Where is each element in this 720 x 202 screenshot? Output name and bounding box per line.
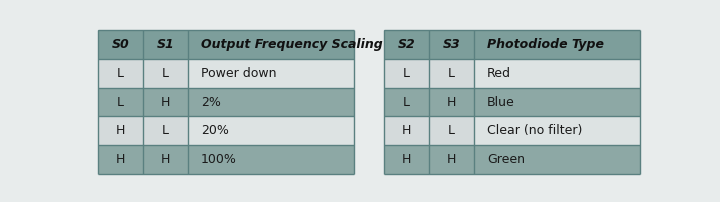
Bar <box>143 88 188 116</box>
Bar <box>99 145 143 174</box>
Text: Red: Red <box>487 67 511 80</box>
Text: L: L <box>448 124 455 137</box>
Bar <box>474 88 639 116</box>
Bar <box>429 59 474 88</box>
Text: L: L <box>448 67 455 80</box>
Bar <box>188 31 354 59</box>
Bar <box>384 59 429 88</box>
Text: H: H <box>116 124 125 137</box>
Text: S2: S2 <box>398 38 415 51</box>
Bar <box>99 116 143 145</box>
Text: H: H <box>402 124 411 137</box>
Bar <box>143 116 188 145</box>
Bar <box>143 145 188 174</box>
Text: 2%: 2% <box>201 96 221 108</box>
Text: L: L <box>117 96 125 108</box>
Text: L: L <box>162 67 169 80</box>
Text: 100%: 100% <box>201 153 237 166</box>
Text: L: L <box>403 67 410 80</box>
Bar <box>474 116 639 145</box>
Text: 20%: 20% <box>201 124 229 137</box>
Bar <box>474 59 639 88</box>
Bar <box>188 59 354 88</box>
Bar <box>384 88 429 116</box>
Bar <box>99 88 143 116</box>
Text: Green: Green <box>487 153 525 166</box>
Text: S0: S0 <box>112 38 130 51</box>
Bar <box>99 31 143 59</box>
Text: L: L <box>403 96 410 108</box>
Bar <box>384 145 429 174</box>
Text: H: H <box>161 153 170 166</box>
Text: S1: S1 <box>156 38 174 51</box>
Bar <box>99 59 143 88</box>
Bar <box>143 31 188 59</box>
Text: H: H <box>402 153 411 166</box>
Bar <box>474 145 639 174</box>
Text: H: H <box>446 96 456 108</box>
Text: Power down: Power down <box>201 67 276 80</box>
Text: Clear (no filter): Clear (no filter) <box>487 124 582 137</box>
Bar <box>429 116 474 145</box>
Bar <box>474 31 639 59</box>
Bar <box>143 59 188 88</box>
Bar <box>429 145 474 174</box>
Bar <box>429 88 474 116</box>
Text: S3: S3 <box>443 38 460 51</box>
Text: Blue: Blue <box>487 96 515 108</box>
Text: L: L <box>117 67 125 80</box>
Text: Photodiode Type: Photodiode Type <box>487 38 604 51</box>
Bar <box>188 116 354 145</box>
Bar <box>384 116 429 145</box>
Bar <box>188 88 354 116</box>
Text: L: L <box>162 124 169 137</box>
Bar <box>429 31 474 59</box>
Text: H: H <box>116 153 125 166</box>
Text: Output Frequency Scaling: Output Frequency Scaling <box>201 38 383 51</box>
Bar <box>188 145 354 174</box>
Bar <box>384 31 429 59</box>
Text: H: H <box>446 153 456 166</box>
Text: H: H <box>161 96 170 108</box>
